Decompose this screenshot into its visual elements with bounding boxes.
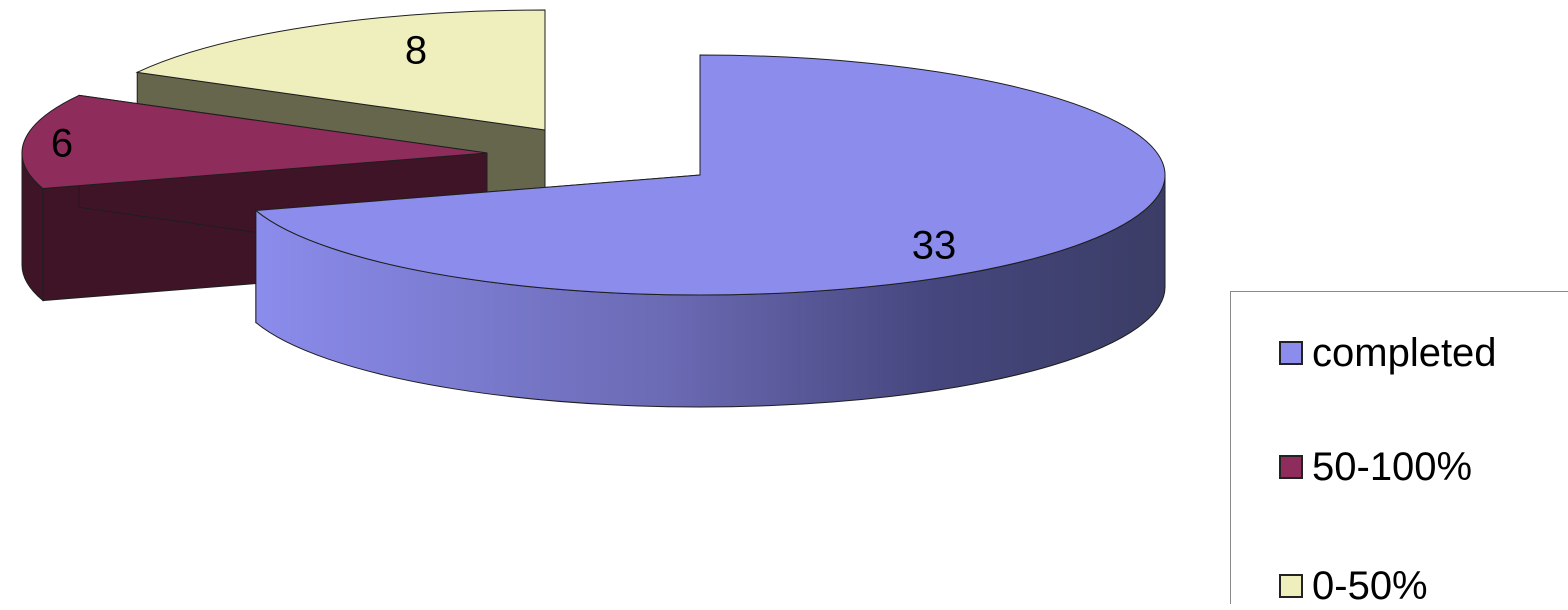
legend-swatch-0-50 xyxy=(1279,574,1303,598)
legend-swatch-completed xyxy=(1279,341,1303,365)
data-label-0-50: 8 xyxy=(405,29,427,73)
legend-item-completed: completed xyxy=(1279,329,1497,377)
pie-slice-top-0-50 xyxy=(135,9,546,131)
pie-slice-top-completed xyxy=(254,54,1166,296)
pie-slice-completed xyxy=(254,54,1166,408)
legend-swatch-50-100 xyxy=(1279,455,1303,479)
legend-label-0-50: 0-50% xyxy=(1312,564,1428,608)
legend-item-50-100: 50-100% xyxy=(1279,443,1472,491)
legend: completed 50-100% 0-50% xyxy=(1230,291,1568,608)
legend-label-50-100: 50-100% xyxy=(1312,445,1473,489)
data-label-completed: 33 xyxy=(912,224,957,268)
pie-slice-top-50-100 xyxy=(21,94,488,190)
legend-label-completed: completed xyxy=(1312,331,1497,375)
legend-item-0-50: 0-50% xyxy=(1279,562,1428,610)
data-label-50-100: 6 xyxy=(51,122,73,166)
